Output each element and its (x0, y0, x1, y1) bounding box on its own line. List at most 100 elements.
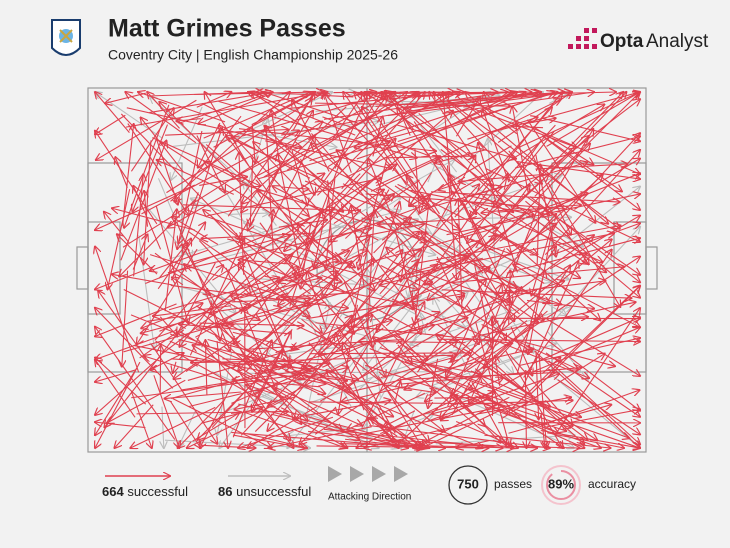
pass-arrow (319, 319, 366, 354)
pass-arrow (191, 235, 289, 263)
pass-arrow (264, 126, 354, 215)
pass-arrow (155, 205, 188, 324)
pass-arrow (300, 407, 336, 445)
pass-arrow (358, 155, 389, 270)
pass-arrow (552, 227, 640, 323)
pass-arrow (526, 299, 594, 308)
pass-arrow (402, 92, 541, 109)
pass-arrow (132, 234, 147, 270)
pass-arrow (239, 373, 293, 448)
pass-arrow (264, 275, 417, 306)
pass-arrow (436, 156, 476, 227)
pass-arrow (477, 397, 571, 415)
pass-arrow (169, 400, 200, 448)
pass-arrow (95, 356, 161, 415)
brand-prefix: Opta (600, 31, 644, 52)
pass-arrow (481, 207, 520, 213)
pass-arrow (488, 144, 590, 251)
pass-arrow (413, 121, 476, 214)
pass-arrow (152, 137, 260, 186)
pass-arrow (244, 412, 346, 448)
pass-arrow (323, 428, 503, 448)
pass-arrow (548, 223, 640, 257)
pass-arrow (333, 204, 427, 240)
club-crest (51, 19, 81, 56)
pass-arrow (403, 359, 481, 374)
pass-arrow (513, 264, 545, 284)
pass-arrow (498, 214, 557, 279)
pass-arrow (455, 97, 480, 137)
pass-arrow (451, 287, 522, 416)
pass-arrow (178, 400, 225, 448)
pass-arrow (189, 367, 348, 408)
accuracy-ring (546, 470, 576, 500)
pass-arrow (199, 177, 247, 187)
pass-arrow (342, 183, 517, 288)
legend-unsuccessful: 86 unsuccessful (218, 484, 311, 499)
pass-arrow (477, 400, 573, 403)
pass-arrow (549, 133, 640, 232)
pass-arrow (257, 191, 317, 229)
pass-arrow (393, 381, 400, 405)
pass-arrow (436, 323, 587, 440)
pass-arrow (308, 430, 445, 448)
pass-arrow (144, 140, 152, 264)
pass-arrow (150, 343, 217, 444)
pass-arrow (107, 189, 131, 289)
pass-arrow (355, 92, 460, 140)
pass-arrow (153, 305, 232, 316)
pass-arrow (541, 117, 640, 141)
pass-arrow (120, 113, 241, 240)
pass-arrow (170, 366, 291, 400)
pass-arrow (150, 369, 155, 370)
pass-arrow (494, 281, 606, 295)
pass-arrow (153, 375, 179, 448)
pass-arrow (369, 348, 473, 389)
pass-arrow (282, 296, 321, 300)
pass-arrow (327, 92, 450, 168)
pass-arrow (425, 320, 528, 402)
pass-arrow (450, 215, 514, 321)
pass-arrow (320, 351, 399, 448)
total-count: 750 (457, 476, 479, 491)
pass-arrow (125, 92, 328, 128)
pass-arrow (201, 102, 389, 198)
pass-arrow (407, 233, 614, 276)
pass-arrow (393, 330, 501, 443)
pass-arrow (471, 302, 636, 338)
pass-arrow (471, 207, 600, 320)
pass-arrow (311, 133, 414, 256)
subtitle: Coventry City | English Championship 202… (108, 47, 398, 63)
pass-arrow (257, 142, 390, 180)
pass-arrow (459, 173, 545, 181)
successful-label: successful (127, 484, 188, 499)
pass-arrow (497, 92, 572, 143)
pass-arrow (307, 272, 328, 330)
pass-arrow (185, 271, 337, 373)
pass-arrow (380, 264, 471, 311)
unsuccessful-count: 86 (218, 484, 232, 499)
pass-arrow (362, 92, 381, 123)
pass-arrow (534, 350, 640, 448)
pass-arrow (141, 314, 177, 329)
pass-arrow (341, 382, 423, 402)
pass-arrow (396, 124, 516, 159)
pass-arrow (266, 355, 456, 362)
pass-arrow (238, 128, 436, 151)
pass-arrow (227, 130, 308, 216)
pass-arrow (364, 364, 566, 431)
pass-arrow (499, 159, 640, 242)
pass-arrow (417, 104, 604, 215)
pass-arrow (451, 267, 625, 284)
pass-arrow (369, 311, 485, 426)
pass-arrow (534, 92, 640, 197)
pass-arrow (134, 345, 325, 384)
pass-arrow (159, 251, 349, 332)
pass-arrow (470, 370, 550, 407)
pass-arrow (192, 413, 239, 442)
pass-arrow (227, 98, 312, 217)
pass-arrow (369, 424, 549, 448)
pass-arrow (96, 99, 197, 160)
accuracy-value: 89% (548, 476, 574, 491)
pass-arrow (147, 207, 236, 313)
